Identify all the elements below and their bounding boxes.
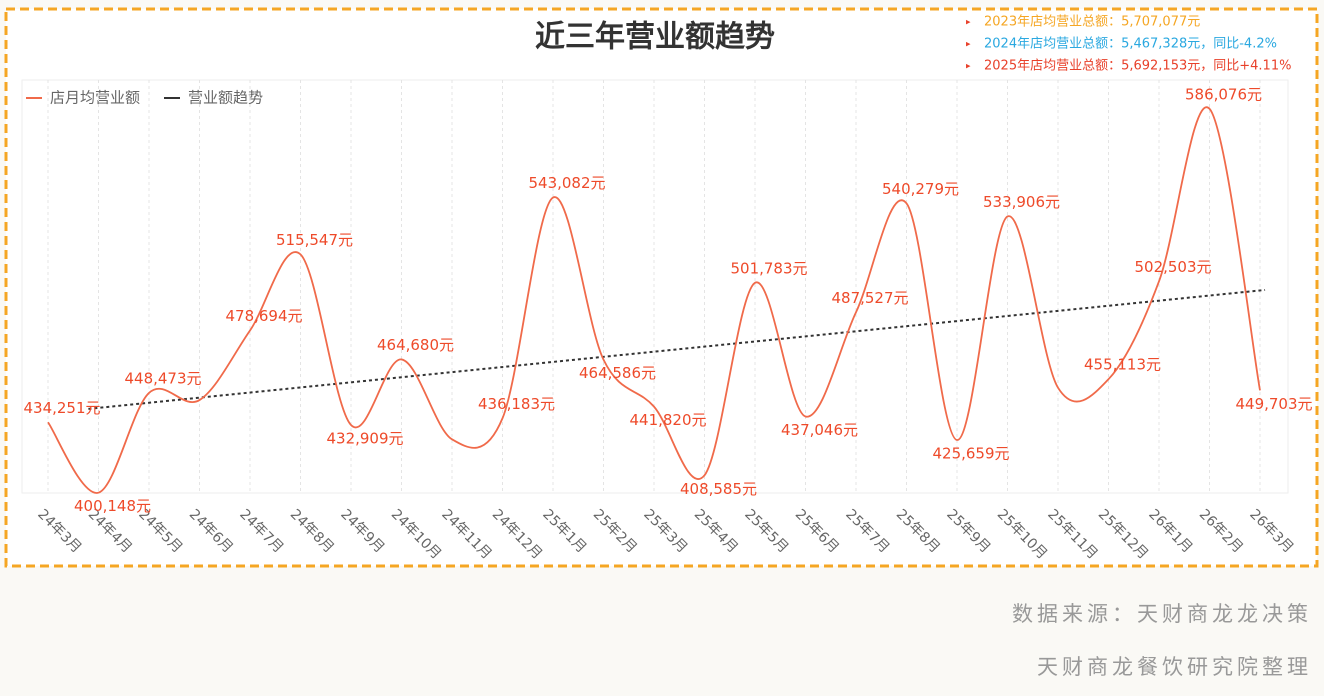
legend-label: 营业额趋势 <box>188 89 263 107</box>
source: 数据来源：天财商龙龙决策 <box>1012 602 1312 626</box>
data-label: 436,183元 <box>478 395 555 413</box>
legend: 店月均营业额 营业额趋势 <box>26 89 263 107</box>
data-label: 400,148元 <box>74 497 151 515</box>
annotation: 2023年店均营业总额：5,707,077元 <box>984 15 1200 30</box>
data-label: 478,694元 <box>225 307 302 325</box>
data-label: 455,113元 <box>1084 356 1161 374</box>
annotation-bullet: ▸ <box>966 40 971 50</box>
data-label: 449,703元 <box>1235 395 1312 413</box>
chart: 近三年营业额趋势 店月均营业额 营业额趋势 ▸ 2023年店均营业总额：5,707… <box>4 7 1319 568</box>
data-label: 540,279元 <box>882 180 959 198</box>
data-label: 437,046元 <box>781 421 858 439</box>
data-label: 434,251元 <box>23 399 100 417</box>
annotation-bullet: ▸ <box>966 62 971 72</box>
data-label: 432,909元 <box>326 430 403 448</box>
trend-line <box>88 288 1266 410</box>
annotation: 2025年店均营业总额：5,692,153元，同比+4.11% <box>984 59 1291 74</box>
data-label: 586,076元 <box>1185 85 1262 103</box>
data-label: 448,473元 <box>124 369 201 387</box>
chart-title: 近三年营业额趋势 <box>535 20 775 55</box>
data-label: 501,783元 <box>730 259 807 277</box>
chart-frame <box>4 7 1319 568</box>
annotation: 2024年店均营业总额：5,467,328元，同比-4.2% <box>984 37 1277 52</box>
data-label: 441,820元 <box>629 411 706 429</box>
data-label: 408,585元 <box>680 480 757 498</box>
annotation-bullet: ▸ <box>966 18 971 28</box>
data-label: 533,906元 <box>983 193 1060 211</box>
data-label: 543,082元 <box>528 174 605 192</box>
data-label: 515,547元 <box>276 231 353 249</box>
legend-label: 店月均营业额 <box>50 89 140 107</box>
plot-area <box>21 79 1289 494</box>
data-label: 464,680元 <box>377 336 454 354</box>
source: 天财商龙餐饮研究院整理 <box>1037 655 1312 679</box>
data-label: 502,503元 <box>1134 258 1211 276</box>
data-label: 487,527元 <box>831 289 908 307</box>
line <box>47 106 1261 494</box>
data-label: 425,659元 <box>932 445 1009 463</box>
data-label: 464,586元 <box>579 364 656 382</box>
